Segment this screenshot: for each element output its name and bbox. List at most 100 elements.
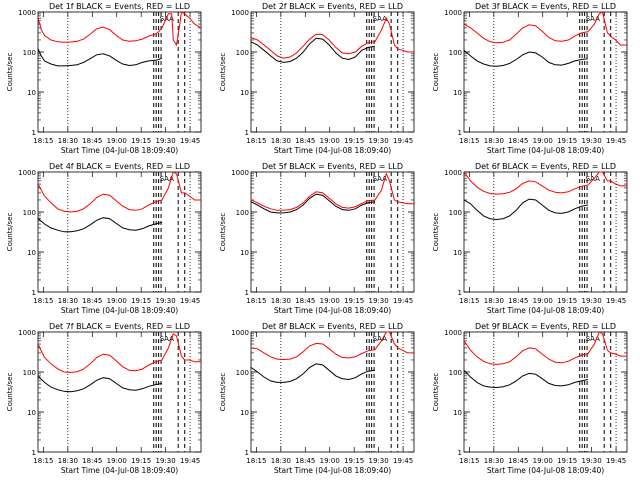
x-tick-label: 19:45 [606,297,626,305]
x-tick-label: 19:00 [107,457,127,465]
x-tick-label: 19:00 [533,457,553,465]
y-tick-label: 1000 [444,169,462,177]
saa-label: SAA [373,335,388,343]
x-tick-label: 19:30 [156,297,176,305]
series-line-lld [250,172,414,211]
y-tick-label: 1000 [444,9,462,17]
panel-title: Det 1f BLACK = Events, RED = LLD [49,2,190,11]
series-line-events [37,48,163,67]
x-tick-label: 19:30 [156,457,176,465]
plot-frame [37,171,202,293]
x-tick-label: 19:30 [582,457,602,465]
x-tick-label: 18:30 [484,297,504,305]
x-tick-label: 19:15 [131,297,151,305]
x-tick-label: 19:15 [344,457,364,465]
y-tick-label: 10 [453,89,462,97]
y-tick-label: 1 [32,449,36,457]
series-line-lld [463,11,627,46]
y-tick-label: 1000 [231,329,249,337]
detector-panel: Det 8f BLACK = Events, RED = LLD 1 10 100 10… [219,322,415,475]
x-axis-label: Start Time (04-Jul-08 18:09:40) [61,466,178,475]
y-tick-label: 1 [458,449,462,457]
x-tick-label: 19:45 [180,137,200,145]
y-tick-label: 10 [453,409,462,417]
saa-label: SAA [160,15,175,23]
x-tick-label: 19:45 [606,137,626,145]
series-line-events [463,198,588,221]
series-line-events [463,49,588,67]
y-axis-label: Counts/sec [219,373,227,412]
x-tick-label: 18:45 [508,457,528,465]
saa-label: SAA [586,175,601,183]
y-tick-label: 10 [453,249,462,257]
x-tick-label: 19:15 [557,457,577,465]
x-tick-label: 18:30 [484,457,504,465]
x-tick-label: 18:15 [33,297,53,305]
y-tick-label: 1 [32,289,36,297]
x-tick-label: 19:30 [582,297,602,305]
x-axis-label: Start Time (04-Jul-08 18:09:40) [61,306,178,315]
x-tick-label: 18:45 [295,457,315,465]
panel-title: Det 3f BLACK = Events, RED = LLD [475,2,616,11]
x-tick-label: 19:45 [393,297,413,305]
x-tick-label: 19:30 [156,137,176,145]
x-tick-label: 18:45 [82,457,102,465]
x-tick-label: 18:45 [295,297,315,305]
x-axis-label: Start Time (04-Jul-08 18:09:40) [274,146,391,155]
panel-title: Det 5f BLACK = Events, RED = LLD [262,162,403,171]
x-tick-label: 18:45 [508,137,528,145]
y-tick-label: 100 [23,49,36,57]
series-line-events [250,363,375,383]
y-tick-label: 1000 [18,329,36,337]
x-tick-label: 19:00 [533,137,553,145]
series-line-events [463,369,589,389]
x-tick-label: 19:30 [369,457,389,465]
x-tick-label: 18:15 [246,457,266,465]
x-tick-label: 19:30 [369,137,389,145]
panel-title: Det 7f BLACK = Events, RED = LLD [49,322,190,331]
saa-label: SAA [373,175,388,183]
x-tick-label: 19:00 [320,137,340,145]
saa-label: SAA [586,15,601,23]
saa-label: SAA [160,175,175,183]
panel-title: Det 4f BLACK = Events, RED = LLD [49,162,190,171]
y-tick-label: 1 [245,449,249,457]
x-tick-label: 19:15 [557,297,577,305]
saa-label: SAA [160,335,175,343]
x-tick-label: 19:30 [369,297,389,305]
y-tick-label: 1000 [444,329,462,337]
y-tick-label: 100 [236,209,249,217]
y-tick-label: 100 [449,209,462,217]
y-axis-label: Counts/sec [219,213,227,252]
detector-panel: Det 2f BLACK = Events, RED = LLD 1 10 100 10… [219,2,415,155]
y-tick-label: 1 [32,129,36,137]
series-line-lld [37,333,201,373]
x-tick-label: 19:30 [582,137,602,145]
x-tick-label: 19:00 [107,137,127,145]
y-tick-label: 10 [240,409,249,417]
x-tick-label: 19:45 [393,137,413,145]
x-tick-label: 18:15 [33,137,53,145]
x-tick-label: 18:15 [459,297,479,305]
x-axis-label: Start Time (04-Jul-08 18:09:40) [487,306,604,315]
panel-title: Det 2f BLACK = Events, RED = LLD [262,2,403,11]
y-axis-label: Counts/sec [432,373,440,412]
series-line-events [37,217,163,233]
y-axis-label: Counts/sec [6,213,14,252]
plot-frame [463,11,628,133]
saa-label: SAA [586,335,601,343]
y-axis-label: Counts/sec [6,373,14,412]
x-tick-label: 18:30 [58,457,78,465]
y-tick-label: 100 [236,49,249,57]
x-tick-label: 19:00 [320,297,340,305]
plot-frame [250,171,415,293]
plot-frame [463,331,628,453]
x-axis-label: Start Time (04-Jul-08 18:09:40) [274,466,391,475]
x-tick-label: 18:30 [271,457,291,465]
y-axis-label: Counts/sec [432,53,440,92]
saa-label: SAA [373,15,388,23]
x-tick-label: 18:45 [295,137,315,145]
y-axis-label: Counts/sec [432,213,440,252]
x-tick-label: 19:45 [180,297,200,305]
y-tick-label: 100 [23,209,36,217]
